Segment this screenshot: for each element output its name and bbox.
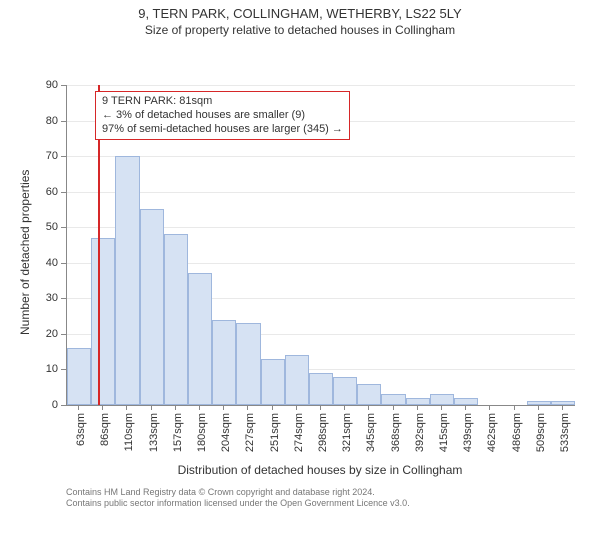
y-tick-label: 80 xyxy=(34,115,58,127)
x-tick-mark xyxy=(562,405,563,410)
x-tick-mark xyxy=(344,405,345,410)
y-tick-mark xyxy=(61,192,66,193)
footnote-line: Contains public sector information licen… xyxy=(66,498,410,509)
x-tick-mark xyxy=(78,405,79,410)
x-tick-mark xyxy=(320,405,321,410)
histogram-bar xyxy=(430,394,454,405)
y-tick-mark xyxy=(61,227,66,228)
histogram-bar xyxy=(67,348,91,405)
x-tick-mark xyxy=(247,405,248,410)
y-gridline xyxy=(67,85,575,86)
x-tick-mark xyxy=(272,405,273,410)
histogram-bar xyxy=(236,323,260,405)
y-gridline xyxy=(67,192,575,193)
histogram-bar xyxy=(309,373,333,405)
annotation-line: ← 3% of detached houses are smaller (9) xyxy=(102,109,343,123)
x-tick-label: 180sqm xyxy=(196,413,208,452)
y-tick-mark xyxy=(61,334,66,335)
x-tick-label: 274sqm xyxy=(293,413,305,452)
histogram-bar xyxy=(91,238,115,405)
x-tick-mark xyxy=(489,405,490,410)
x-tick-mark xyxy=(514,405,515,410)
x-tick-mark xyxy=(102,405,103,410)
x-tick-mark xyxy=(126,405,127,410)
x-tick-label: 204sqm xyxy=(220,413,232,452)
histogram-bar xyxy=(212,320,236,405)
histogram-bar xyxy=(140,209,164,405)
y-tick-label: 70 xyxy=(34,150,58,162)
annotation-line: 9 TERN PARK: 81sqm xyxy=(102,95,343,109)
x-tick-label: 462sqm xyxy=(486,413,498,452)
annotation-line: 97% of semi-detached houses are larger (… xyxy=(102,123,343,137)
histogram-chart: 9 TERN PARK: 81sqm← 3% of detached house… xyxy=(0,37,600,537)
annotation-box: 9 TERN PARK: 81sqm← 3% of detached house… xyxy=(95,91,350,140)
footnote-line: Contains HM Land Registry data © Crown c… xyxy=(66,487,410,498)
y-tick-label: 10 xyxy=(34,363,58,375)
y-tick-label: 60 xyxy=(34,186,58,198)
x-tick-label: 392sqm xyxy=(414,413,426,452)
x-tick-label: 439sqm xyxy=(462,413,474,452)
histogram-bar xyxy=(261,359,285,405)
x-tick-mark xyxy=(223,405,224,410)
y-tick-mark xyxy=(61,298,66,299)
x-tick-label: 251sqm xyxy=(269,413,281,452)
y-tick-label: 0 xyxy=(34,399,58,411)
y-tick-mark xyxy=(61,405,66,406)
page-subtitle: Size of property relative to detached ho… xyxy=(0,23,600,37)
y-gridline xyxy=(67,156,575,157)
x-tick-mark xyxy=(417,405,418,410)
y-tick-mark xyxy=(61,121,66,122)
histogram-bar xyxy=(357,384,381,405)
x-tick-mark xyxy=(538,405,539,410)
x-tick-label: 86sqm xyxy=(99,413,111,446)
footnote: Contains HM Land Registry data © Crown c… xyxy=(66,487,410,509)
x-tick-mark xyxy=(441,405,442,410)
histogram-bar xyxy=(115,156,139,405)
x-tick-mark xyxy=(296,405,297,410)
titles-block: 9, TERN PARK, COLLINGHAM, WETHERBY, LS22… xyxy=(0,0,600,37)
y-tick-mark xyxy=(61,369,66,370)
histogram-bar xyxy=(188,273,212,405)
x-tick-label: 415sqm xyxy=(438,413,450,452)
histogram-bar xyxy=(551,401,575,405)
histogram-bar xyxy=(527,401,551,405)
x-tick-label: 321sqm xyxy=(341,413,353,452)
plot-area: 9 TERN PARK: 81sqm← 3% of detached house… xyxy=(66,85,575,406)
x-tick-label: 486sqm xyxy=(511,413,523,452)
histogram-bar xyxy=(164,234,188,405)
x-tick-mark xyxy=(465,405,466,410)
y-tick-mark xyxy=(61,263,66,264)
y-tick-mark xyxy=(61,156,66,157)
x-tick-mark xyxy=(393,405,394,410)
x-tick-label: 533sqm xyxy=(559,413,571,452)
x-tick-label: 133sqm xyxy=(148,413,160,452)
histogram-bar xyxy=(406,398,430,405)
y-tick-label: 50 xyxy=(34,221,58,233)
page-title: 9, TERN PARK, COLLINGHAM, WETHERBY, LS22… xyxy=(0,6,600,21)
x-tick-label: 298sqm xyxy=(317,413,329,452)
histogram-bar xyxy=(454,398,478,405)
x-tick-mark xyxy=(175,405,176,410)
x-tick-mark xyxy=(199,405,200,410)
y-tick-label: 40 xyxy=(34,257,58,269)
x-tick-label: 368sqm xyxy=(390,413,402,452)
histogram-bar xyxy=(381,394,405,405)
y-tick-label: 90 xyxy=(34,79,58,91)
x-tick-label: 157sqm xyxy=(172,413,184,452)
x-tick-mark xyxy=(151,405,152,410)
histogram-bar xyxy=(333,377,357,405)
x-tick-label: 110sqm xyxy=(123,413,135,451)
y-axis-title: Number of detached properties xyxy=(18,170,32,335)
x-tick-label: 227sqm xyxy=(244,413,256,452)
y-tick-mark xyxy=(61,85,66,86)
y-tick-label: 20 xyxy=(34,328,58,340)
x-tick-label: 509sqm xyxy=(535,413,547,452)
x-tick-mark xyxy=(368,405,369,410)
x-tick-label: 345sqm xyxy=(365,413,377,452)
histogram-bar xyxy=(285,355,309,405)
x-axis-title: Distribution of detached houses by size … xyxy=(66,463,574,477)
y-tick-label: 30 xyxy=(34,292,58,304)
x-tick-label: 63sqm xyxy=(75,413,87,446)
